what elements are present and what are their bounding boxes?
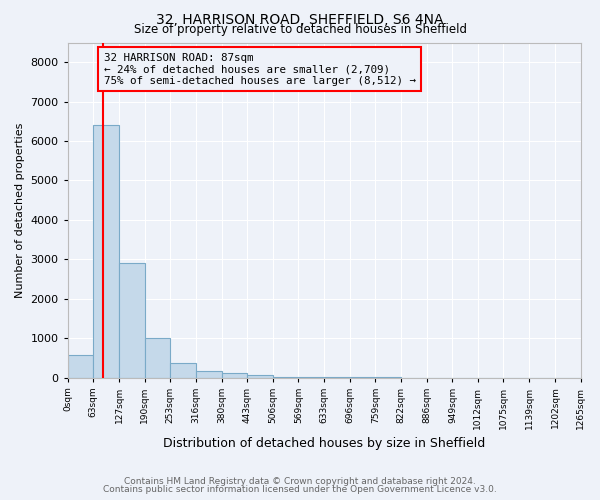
Bar [170, 363, 196, 378]
Y-axis label: Number of detached properties: Number of detached properties [15, 122, 25, 298]
Bar [145, 338, 170, 378]
Text: 32, HARRISON ROAD, SHEFFIELD, S6 4NA: 32, HARRISON ROAD, SHEFFIELD, S6 4NA [156, 12, 444, 26]
Bar [196, 371, 222, 378]
Text: Size of property relative to detached houses in Sheffield: Size of property relative to detached ho… [133, 22, 467, 36]
Text: Contains public sector information licensed under the Open Government Licence v3: Contains public sector information licen… [103, 485, 497, 494]
Bar [247, 375, 273, 378]
Bar [68, 355, 93, 378]
Text: 32 HARRISON ROAD: 87sqm
← 24% of detached houses are smaller (2,709)
75% of semi: 32 HARRISON ROAD: 87sqm ← 24% of detache… [104, 52, 416, 86]
Bar [93, 126, 119, 378]
Text: Contains HM Land Registry data © Crown copyright and database right 2024.: Contains HM Land Registry data © Crown c… [124, 477, 476, 486]
X-axis label: Distribution of detached houses by size in Sheffield: Distribution of detached houses by size … [163, 437, 485, 450]
Bar [222, 373, 247, 378]
Bar [119, 263, 145, 378]
